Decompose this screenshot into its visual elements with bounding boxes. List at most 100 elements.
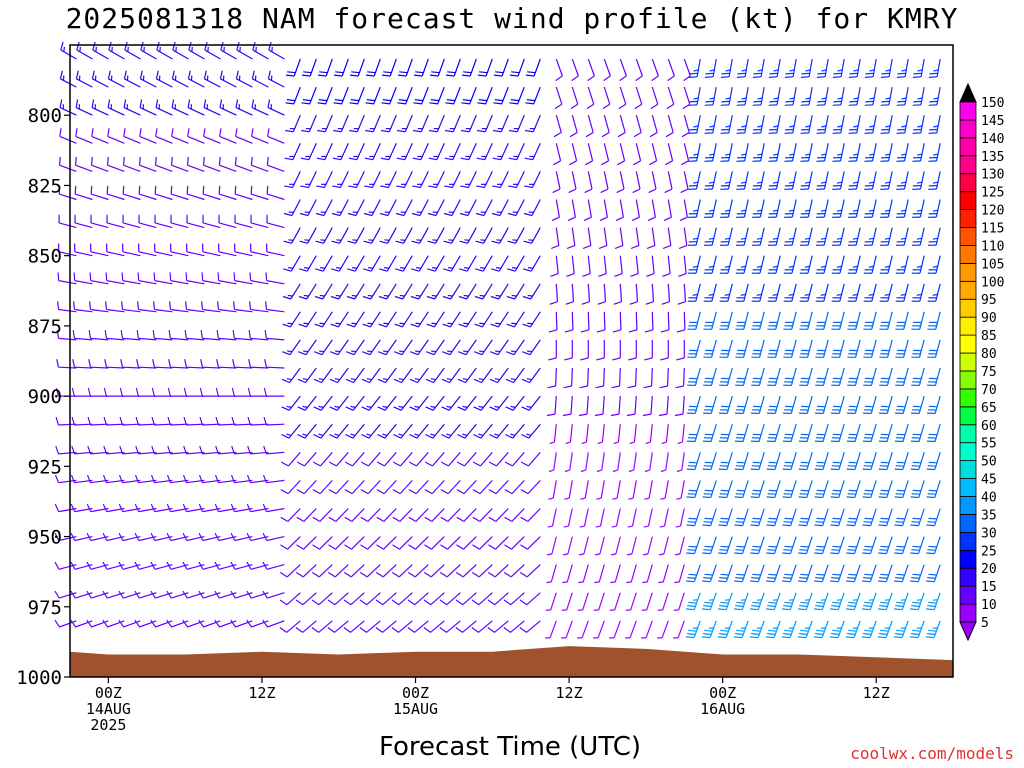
barb-feather — [520, 516, 529, 522]
colorbar-label: 90 — [981, 311, 997, 326]
barb-feather — [836, 209, 842, 212]
barb-feather — [345, 378, 354, 384]
wind-barb — [848, 58, 861, 78]
barb-staff — [823, 311, 829, 330]
barb-feather — [155, 128, 158, 137]
wind-barb — [667, 58, 675, 82]
barb-feather — [448, 239, 454, 241]
barb-feather — [440, 461, 449, 467]
barb-feather — [364, 157, 374, 161]
barb-staff — [586, 396, 589, 415]
barb-feather — [613, 441, 619, 445]
barb-feather — [379, 240, 388, 244]
wind-barb — [767, 339, 781, 358]
wind-barb — [625, 592, 637, 611]
barb-feather — [847, 521, 856, 523]
barb-feather — [246, 474, 252, 483]
barb-feather — [869, 97, 875, 100]
barb-feather — [789, 97, 795, 100]
barb-staff — [695, 227, 701, 246]
barb-feather — [580, 497, 586, 500]
wind-barb — [909, 620, 925, 639]
barb-feather — [302, 433, 308, 436]
barb-feather — [317, 102, 326, 105]
wind-barb — [376, 536, 397, 550]
wind-barb — [718, 564, 733, 583]
barb-feather — [750, 552, 759, 555]
barb-staff — [250, 366, 269, 369]
barb-feather — [879, 521, 888, 523]
x-tick-label: 14AUG — [86, 700, 131, 718]
barb-staff — [106, 337, 125, 341]
wind-barb — [281, 423, 301, 439]
credit-link[interactable]: coolwx.com/models — [850, 744, 1014, 763]
barb-feather — [503, 599, 512, 606]
barb-feather — [853, 69, 859, 72]
barb-feather — [366, 378, 372, 381]
barb-feather — [896, 573, 905, 576]
barb-feather — [562, 413, 572, 417]
wind-barb — [488, 479, 509, 495]
barb-feather — [479, 350, 485, 353]
barb-feather — [168, 359, 171, 368]
barb-staff — [855, 339, 861, 358]
barb-feather — [495, 322, 501, 325]
wind-barb — [524, 171, 541, 189]
barb-staff — [453, 58, 461, 77]
barb-staff — [481, 367, 493, 383]
barb-staff — [234, 423, 253, 426]
barb-feather — [280, 489, 289, 495]
barb-staff — [635, 227, 640, 246]
barb-staff — [382, 564, 397, 578]
barb-staff — [122, 366, 141, 369]
barb-staff — [667, 86, 675, 105]
wind-barb — [662, 255, 671, 277]
barb-feather — [617, 160, 625, 166]
colorbar-swatch — [959, 119, 977, 139]
barb-feather — [546, 413, 556, 417]
barb-feather — [475, 212, 485, 217]
barb-staff — [416, 423, 429, 439]
barb-feather — [912, 601, 921, 604]
barb-feather — [394, 323, 403, 328]
barb-feather — [492, 157, 501, 161]
wind-barb — [718, 424, 733, 443]
barb-staff — [808, 58, 813, 77]
barb-feather — [817, 72, 826, 75]
barb-feather — [580, 357, 589, 361]
wind-barb — [633, 143, 642, 166]
barb-staff — [633, 424, 637, 443]
barb-feather — [279, 627, 287, 633]
barb-feather — [318, 99, 328, 102]
wind-barb — [361, 367, 381, 384]
barb-feather — [901, 125, 907, 128]
barb-feather — [884, 265, 890, 268]
wind-barb — [618, 86, 627, 110]
barb-feather — [611, 525, 617, 528]
barb-feather — [343, 571, 352, 578]
barb-staff — [855, 311, 861, 330]
barb-staff — [806, 367, 813, 386]
barb-feather — [703, 549, 712, 551]
wind-barb — [750, 564, 765, 583]
barb-staff — [839, 311, 845, 330]
barb-feather — [724, 181, 731, 184]
barb-feather — [829, 608, 839, 611]
barb-staff — [902, 424, 909, 442]
wind-barb — [267, 99, 285, 116]
barb-feather — [667, 75, 675, 82]
barb-staff — [319, 536, 333, 550]
barb-feather — [688, 573, 697, 576]
barb-staff — [821, 620, 829, 638]
barb-feather — [692, 209, 699, 212]
barb-feather — [303, 294, 309, 297]
wind-barb — [359, 592, 381, 606]
barb-feather — [880, 517, 889, 520]
wind-barb — [766, 536, 781, 555]
barb-feather — [676, 469, 682, 473]
barb-feather — [282, 323, 291, 328]
barb-feather — [894, 524, 903, 527]
wind-barb — [734, 564, 749, 583]
wind-barb — [184, 330, 205, 341]
wind-barb — [119, 416, 141, 426]
